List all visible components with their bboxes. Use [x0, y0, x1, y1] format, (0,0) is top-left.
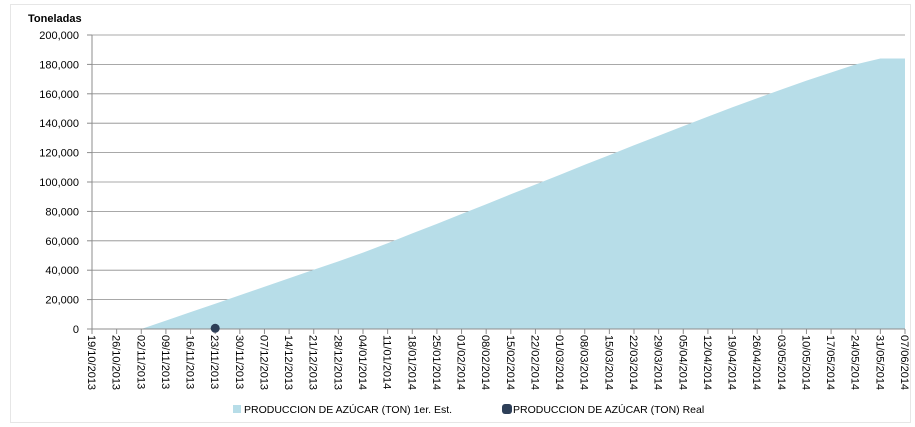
axes: [87, 34, 906, 334]
x-tick-label: 03/05/2014: [775, 335, 787, 390]
x-tick-label: 05/04/2014: [676, 335, 688, 390]
y-tick-label: 140,000: [39, 118, 79, 130]
x-tick-label: 12/04/2014: [701, 335, 713, 390]
x-tick-label: 02/11/2013: [134, 335, 146, 389]
x-tick-label: 28/12/2013: [331, 335, 343, 390]
series-area-estimate: [141, 58, 906, 329]
x-tick-label: 22/03/2014: [627, 335, 639, 390]
x-tick-label: 10/05/2014: [800, 335, 812, 390]
x-tick-label: 15/02/2014: [504, 335, 516, 390]
x-tick-label: 16/11/2013: [184, 335, 196, 389]
y-tick-label: 40,000: [45, 265, 79, 277]
y-tick-label: 200,000: [39, 30, 79, 42]
y-tick-label: 0: [73, 324, 79, 336]
x-tick-label: 29/03/2014: [652, 335, 664, 390]
legend: PRODUCCION DE AZÚCAR (TON) 1er. Est. PRO…: [233, 403, 704, 416]
x-tick-label: 07/12/2013: [258, 335, 270, 390]
legend-label-real: PRODUCCION DE AZÚCAR (TON) Real: [513, 403, 704, 416]
x-tick-label: 04/01/2014: [356, 335, 368, 390]
legend-swatch-estimate: [233, 405, 241, 413]
plot-area: [141, 58, 906, 329]
legend-swatch-real: [502, 404, 512, 414]
x-tick-label: 08/02/2014: [479, 335, 491, 390]
x-tick-label: 23/11/2013: [208, 335, 220, 389]
y-axis-label: Toneladas: [28, 13, 82, 25]
x-tick-label: 11/01/2014: [381, 335, 393, 389]
x-tick-label: 14/12/2013: [282, 335, 294, 390]
x-tick-label: 09/11/2013: [159, 335, 171, 389]
x-tick-label: 19/04/2014: [726, 335, 738, 390]
y-tick-label: 60,000: [45, 236, 79, 248]
x-tick-label: 30/11/2013: [233, 335, 245, 389]
x-tick-label: 21/12/2013: [307, 335, 319, 390]
x-tick-label: 15/03/2014: [602, 335, 614, 390]
x-tick-label: 01/03/2014: [553, 335, 565, 390]
data-points: [210, 323, 220, 333]
y-tick-label: 80,000: [45, 206, 79, 218]
data-point-real: [210, 323, 220, 333]
legend-label-estimate: PRODUCCION DE AZÚCAR (TON) 1er. Est.: [244, 403, 452, 416]
y-tick-label: 180,000: [39, 59, 79, 71]
x-tick-label: 22/02/2014: [529, 335, 541, 390]
x-tick-label: 07/06/2014: [898, 335, 910, 390]
x-tick-label: 26/10/2013: [110, 335, 122, 390]
x-tick-label: 26/04/2014: [750, 335, 762, 390]
y-tick-label: 160,000: [39, 89, 79, 101]
x-tick-label: 31/05/2014: [873, 335, 885, 390]
x-tick-label: 24/05/2014: [849, 335, 861, 390]
x-tick-label: 01/02/2014: [455, 335, 467, 390]
x-tick-label: 19/10/2013: [85, 335, 97, 390]
y-tick-label: 100,000: [39, 177, 79, 189]
x-tick-label: 18/01/2014: [405, 335, 417, 390]
x-tick-label: 08/03/2014: [578, 335, 590, 390]
y-tick-labels: 0 20,000 40,000 60,000 80,000 100,000 120,000 1…: [39, 30, 79, 336]
y-tick-label: 20,000: [45, 295, 79, 307]
y-tick-label: 120,000: [39, 148, 79, 160]
x-tick-label: 25/01/2014: [430, 335, 442, 390]
x-tick-label: 17/05/2014: [824, 335, 836, 390]
x-tick-labels: 19/10/2013 26/10/2013 02/11/2013 09/11/2013…: [85, 335, 910, 390]
